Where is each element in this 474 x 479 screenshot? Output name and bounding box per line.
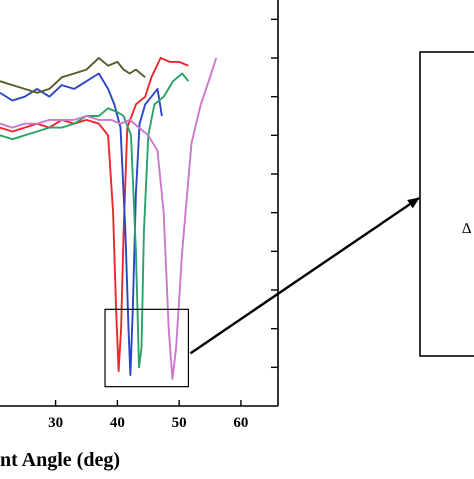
zoom-arrow <box>189 197 420 355</box>
x-tick-label: 30 <box>48 415 63 431</box>
x-tick-label: 50 <box>172 415 187 431</box>
x-axis-label: nt Angle (deg) <box>0 449 120 471</box>
series-line-5 <box>0 57 218 380</box>
series-line-3 <box>0 72 190 369</box>
zoom-box <box>104 308 190 388</box>
x-tick-label: 40 <box>110 415 125 431</box>
inset-label: ∆ <box>462 221 471 237</box>
series-line-4 <box>0 57 146 94</box>
inset-panel <box>419 51 474 357</box>
series-line-2 <box>0 72 163 377</box>
x-tick-label: 60 <box>233 415 248 431</box>
